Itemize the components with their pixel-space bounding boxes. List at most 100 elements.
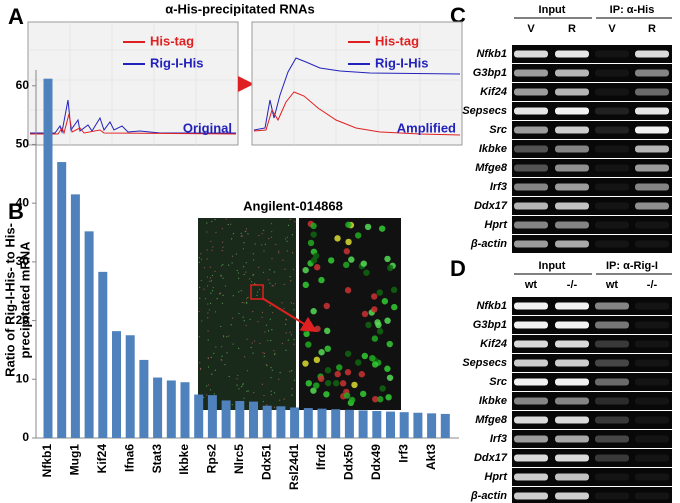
spot <box>200 258 203 260</box>
spot <box>391 303 398 311</box>
spot <box>351 381 358 389</box>
spot <box>334 370 341 378</box>
spot <box>245 324 247 327</box>
bar <box>194 394 204 438</box>
spot <box>270 394 272 396</box>
spot <box>278 378 280 380</box>
band <box>555 416 589 424</box>
gel-strip <box>512 373 672 391</box>
spot <box>232 233 235 235</box>
x-tick-label: Stat3 <box>150 444 164 474</box>
y-tick-label: 10 <box>16 371 30 385</box>
spot <box>293 309 295 311</box>
spot <box>344 287 352 294</box>
spot <box>283 283 285 286</box>
row-label: Src <box>489 124 507 136</box>
spot <box>324 327 331 335</box>
spot <box>270 340 272 342</box>
band <box>595 107 629 115</box>
y-tick-label: 50 <box>16 137 30 151</box>
spot <box>209 280 211 282</box>
gel-strip <box>512 449 672 467</box>
gel-strip <box>512 392 672 410</box>
spot <box>245 262 247 264</box>
band <box>555 50 589 58</box>
spot <box>215 346 217 348</box>
spot <box>237 347 240 349</box>
spot <box>206 222 208 224</box>
spot <box>243 242 245 244</box>
spot <box>285 349 287 351</box>
spot <box>281 342 284 344</box>
spot <box>220 275 222 277</box>
gel-strip <box>512 216 672 234</box>
gel-strip <box>512 468 672 486</box>
spot <box>290 280 292 282</box>
row-label: Sepsecs <box>462 357 507 369</box>
spot <box>377 396 384 403</box>
spot <box>224 285 227 287</box>
spot <box>279 371 281 374</box>
spot <box>307 239 315 247</box>
row-label: Mfge8 <box>475 162 508 174</box>
group-header: IP: α-Rig-I <box>606 260 658 272</box>
spot <box>371 293 378 300</box>
spot <box>348 396 356 404</box>
x-tick-label: Ddx49 <box>369 444 383 480</box>
spot <box>223 336 225 338</box>
spot <box>379 385 386 392</box>
band <box>555 145 589 153</box>
spot <box>302 281 310 289</box>
spot <box>199 368 202 371</box>
spot <box>381 298 389 305</box>
spot <box>252 253 254 255</box>
spot <box>241 386 243 388</box>
spot <box>283 398 285 400</box>
spot <box>318 349 325 356</box>
spot <box>317 375 325 382</box>
spot <box>282 259 284 261</box>
band <box>595 302 629 310</box>
band <box>514 454 548 462</box>
band <box>514 240 548 248</box>
spot <box>344 369 352 376</box>
spot <box>294 221 296 223</box>
gel-strip <box>512 178 672 196</box>
band <box>635 435 669 443</box>
band <box>595 492 629 500</box>
spot <box>359 390 367 398</box>
band <box>514 126 548 134</box>
spot <box>262 271 265 273</box>
band <box>555 397 589 405</box>
band <box>635 302 669 310</box>
lane-label: -/- <box>567 279 578 291</box>
spot <box>289 370 291 373</box>
spot <box>250 346 252 349</box>
band <box>635 473 669 481</box>
row-label: Ddx17 <box>474 452 508 464</box>
spot <box>209 389 212 391</box>
band <box>635 126 669 134</box>
band <box>635 69 669 77</box>
gel-strip <box>512 235 672 253</box>
spot <box>209 277 212 279</box>
spot <box>302 360 309 367</box>
band <box>514 359 548 367</box>
spot <box>206 394 208 396</box>
spot <box>241 235 243 237</box>
band <box>635 164 669 172</box>
spot <box>244 231 246 233</box>
band <box>595 50 629 58</box>
spot <box>278 252 280 254</box>
spot <box>246 298 248 300</box>
band <box>635 397 669 405</box>
spot <box>385 394 392 401</box>
band <box>635 454 669 462</box>
spot <box>258 234 260 237</box>
spot <box>274 283 277 285</box>
spot <box>364 223 372 231</box>
band <box>595 69 629 77</box>
band <box>555 359 589 367</box>
row-label: Src <box>489 376 507 388</box>
band <box>635 88 669 96</box>
